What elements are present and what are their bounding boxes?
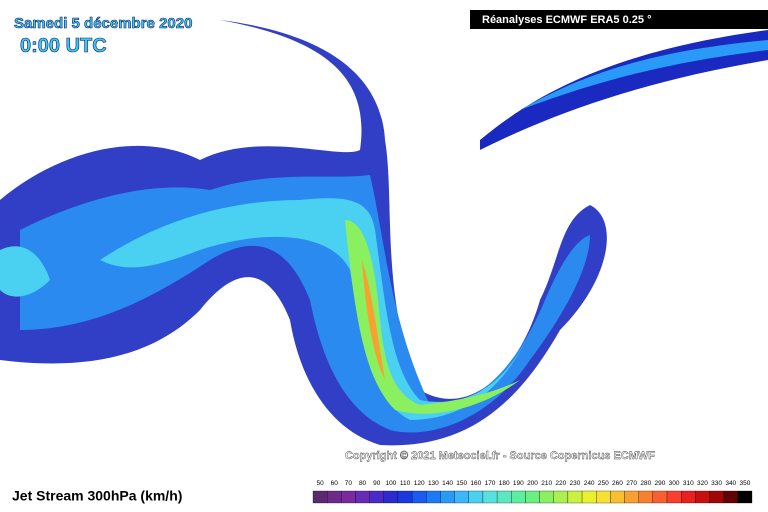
colorbar-cell <box>695 490 710 504</box>
colorbar-cell <box>383 490 399 504</box>
colorbar-label: 220 <box>555 480 566 487</box>
colorbar-cell <box>397 490 413 504</box>
colorbar-label: 70 <box>345 480 353 487</box>
colorbar-label: 210 <box>541 480 552 487</box>
colorbar-cell <box>709 490 724 504</box>
colorbar-label: 50 <box>316 480 324 487</box>
colorbar-cell <box>341 490 356 504</box>
colorbar-cell <box>327 490 342 504</box>
colorbar-cell <box>525 490 540 504</box>
colorbar-label: 190 <box>513 480 524 487</box>
time: 0:00 UTC <box>20 35 107 57</box>
colorbar-cell <box>355 490 370 504</box>
colorbar-cell <box>312 490 328 504</box>
colorbar-label: 110 <box>400 480 411 487</box>
colorbar-label: 310 <box>683 480 694 487</box>
colorbar-label: 80 <box>359 480 367 487</box>
colorbar-label: 160 <box>470 480 481 487</box>
colorbar-label: 270 <box>626 480 637 487</box>
date: Samedi 5 décembre 2020 <box>14 15 192 32</box>
colorbar-label: 90 <box>373 480 381 487</box>
colorbar-cell <box>638 490 654 504</box>
colorbar-label: 140 <box>442 480 453 487</box>
colorbar-cell <box>496 490 512 504</box>
source-text: Réanalyses ECMWF ERA5 0.25 ° <box>482 14 651 26</box>
colorbar-label: 300 <box>669 480 680 487</box>
colorbar-cell <box>723 490 738 504</box>
legend-title: Jet Stream 300hPa (km/h) <box>12 488 182 504</box>
colorbar-label: 260 <box>612 480 623 487</box>
colorbar: 50 60 70 80 90 100 110 120 130 140 150 160 170 180 190… <box>312 480 753 504</box>
colorbar-label: 330 <box>711 480 722 487</box>
colorbar-label: 320 <box>697 480 708 487</box>
colorbar-cell <box>468 490 484 504</box>
colorbar-cell <box>454 490 469 504</box>
colorbar-label: 180 <box>499 480 510 487</box>
colorbar-cell <box>737 490 753 504</box>
colorbar-cell <box>511 490 526 504</box>
source-box <box>470 10 768 29</box>
colorbar-label: 150 <box>456 480 467 487</box>
colorbar-label: 350 <box>739 480 750 487</box>
colorbar-label: 230 <box>570 480 581 487</box>
colorbar-label: 240 <box>584 480 595 487</box>
colorbar-label: 100 <box>385 480 396 487</box>
colorbar-label: 280 <box>640 480 651 487</box>
colorbar-cell <box>567 490 583 504</box>
title-layer: Samedi 5 décembre 2020 0:00 UTC Réanalys… <box>14 10 768 462</box>
jet-stream <box>0 20 768 446</box>
colorbar-cell <box>581 490 597 504</box>
colorbar-cell <box>553 490 569 504</box>
colorbar-label: 200 <box>527 480 538 487</box>
colorbar-cell <box>652 490 668 504</box>
colorbar-label: 120 <box>414 480 425 487</box>
colorbar-cell <box>624 490 639 504</box>
colorbar-cell <box>610 490 625 504</box>
copyright: Copyright © 2021 Meteociel.fr - Source C… <box>345 450 655 462</box>
colorbar-label: 340 <box>725 480 736 487</box>
colorbar-cell <box>440 490 455 504</box>
colorbar-cell <box>539 490 554 504</box>
colorbar-label: 130 <box>428 480 439 487</box>
colorbar-label: 170 <box>485 480 496 487</box>
colorbar-cell <box>426 490 441 504</box>
colorbar-label: 60 <box>331 480 339 487</box>
colorbar-label: 250 <box>598 480 609 487</box>
colorbar-cell <box>411 490 427 504</box>
colorbar-cell <box>482 490 498 504</box>
colorbar-label: 290 <box>655 480 666 487</box>
colorbar-cell <box>369 490 384 504</box>
colorbar-cell <box>596 490 611 504</box>
colorbar-cell <box>681 490 696 504</box>
colorbar-cell <box>666 490 682 504</box>
